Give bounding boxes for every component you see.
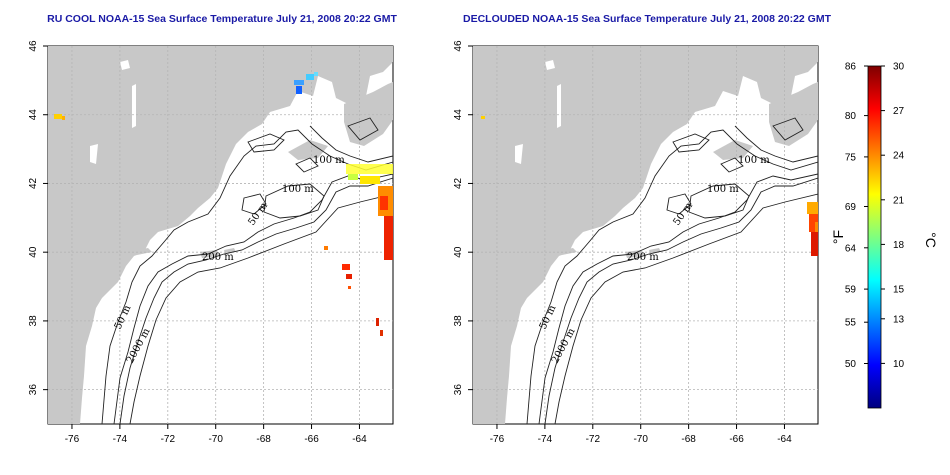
celsius-tick-label: 18 — [893, 240, 905, 251]
x-axis-ticks: -76 -74 -72 -70 -68 -66 -64 — [490, 424, 792, 445]
x-tick-label: -66 — [304, 434, 319, 445]
panel-right-title: DECLOUDED NOAA-15 Sea Surface Temperatur… — [463, 13, 832, 25]
grid-lines — [48, 46, 393, 424]
panel-right: DECLOUDED NOAA-15 Sea Surface Temperatur… — [453, 13, 832, 445]
x-tick-label: -72 — [161, 434, 176, 445]
x-tick-label: -64 — [352, 434, 367, 445]
grid-lines — [473, 46, 818, 424]
x-tick-label: -72 — [586, 434, 601, 445]
x-tick-label: -68 — [681, 434, 696, 445]
y-tick-label: 46 — [453, 40, 464, 52]
x-tick-label: -68 — [256, 434, 271, 445]
fahrenheit-scale: 86 80 75 69 64 59 55 50 °F — [830, 62, 868, 370]
contour-label: 100 m — [282, 184, 314, 195]
y-tick-label: 42 — [453, 177, 464, 189]
x-tick-label: -76 — [65, 434, 80, 445]
contour-label: 200 m — [627, 252, 659, 263]
fahrenheit-tick-label: 86 — [845, 62, 857, 73]
panel-right-map: 100 m 100 m 50 m 200 m 50 m 2000 m — [473, 46, 818, 424]
contour-label: 100 m — [738, 155, 770, 166]
colorbar: 86 80 75 69 64 59 55 50 °F 30 27 24 — [830, 62, 939, 409]
celsius-tick-label: 30 — [893, 62, 905, 73]
contour-label: 100 m — [313, 155, 345, 166]
sst-pixels — [54, 72, 393, 336]
x-axis-ticks: -76 -74 -72 -70 -68 -66 -64 — [65, 424, 367, 445]
fahrenheit-tick-label: 50 — [845, 359, 857, 370]
celsius-scale: 30 27 24 21 18 15 13 10 °C — [881, 62, 939, 370]
fahrenheit-tick-label: 80 — [845, 111, 857, 122]
y-tick-label: 36 — [28, 384, 39, 396]
y-axis-ticks: 36 38 40 42 44 46 — [453, 40, 473, 395]
celsius-tick-label: 21 — [893, 195, 905, 206]
y-tick-label: 40 — [28, 246, 39, 258]
panel-left: RU COOL NOAA-15 Sea Surface Temperature … — [28, 13, 397, 445]
panel-left-map: 100 m 100 m 50 m 200 m 50 m 2000 m — [48, 46, 393, 424]
contour-label: 200 m — [202, 252, 234, 263]
x-tick-label: -70 — [208, 434, 223, 445]
fahrenheit-tick-label: 55 — [845, 318, 857, 329]
x-tick-label: -70 — [633, 434, 648, 445]
bathymetry-contours — [101, 117, 393, 424]
fahrenheit-unit-label: °F — [830, 230, 846, 244]
y-tick-label: 46 — [28, 40, 39, 52]
x-tick-label: -74 — [113, 434, 128, 445]
fahrenheit-tick-label: 59 — [845, 285, 857, 296]
fahrenheit-tick-label: 69 — [845, 202, 857, 213]
celsius-tick-label: 15 — [893, 285, 905, 296]
celsius-tick-label: 24 — [893, 151, 905, 162]
inland-lakes — [90, 60, 136, 164]
panel-left-title: RU COOL NOAA-15 Sea Surface Temperature … — [47, 13, 397, 25]
celsius-tick-label: 13 — [893, 314, 905, 325]
x-tick-label: -66 — [729, 434, 744, 445]
celsius-unit-label: °C — [923, 232, 939, 248]
x-tick-label: -74 — [538, 434, 553, 445]
contour-label: 100 m — [707, 184, 739, 195]
y-tick-label: 38 — [28, 315, 39, 327]
sst-pixels — [481, 116, 818, 256]
celsius-tick-label: 27 — [893, 106, 905, 117]
y-tick-label: 36 — [453, 384, 464, 396]
fahrenheit-tick-label: 75 — [845, 152, 857, 163]
celsius-tick-label: 10 — [893, 359, 905, 370]
y-tick-label: 40 — [453, 246, 464, 258]
y-tick-label: 38 — [453, 315, 464, 327]
y-tick-label: 44 — [453, 109, 464, 121]
inland-lakes — [515, 60, 561, 164]
fahrenheit-tick-label: 64 — [845, 243, 857, 254]
colorbar-gradient — [867, 65, 882, 409]
y-tick-label: 44 — [28, 109, 39, 121]
y-axis-ticks: 36 38 40 42 44 46 — [28, 40, 48, 395]
y-tick-label: 42 — [28, 177, 39, 189]
bathymetry-contours — [526, 117, 818, 424]
x-tick-label: -76 — [490, 434, 505, 445]
x-tick-label: -64 — [777, 434, 792, 445]
